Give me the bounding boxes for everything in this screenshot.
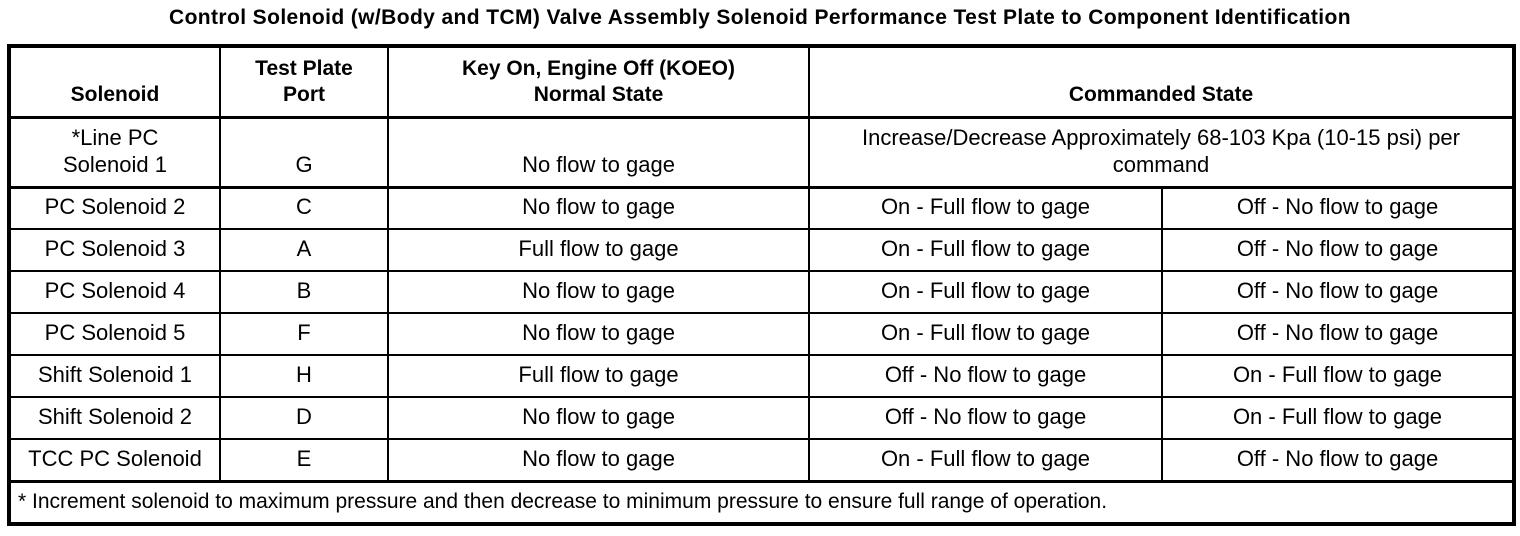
cell-solenoid: PC Solenoid 5 <box>8 312 221 356</box>
cell-test-plate-port: A <box>219 228 389 272</box>
cell-commanded-left: Off - No flow to gage <box>808 396 1163 440</box>
cell-commanded-merged: Increase/Decrease Approximately 68-103 K… <box>808 116 1515 189</box>
cell-commanded-left: On - Full flow to gage <box>808 312 1163 356</box>
cell-test-plate-port: D <box>219 396 389 440</box>
cell-solenoid: TCC PC Solenoid <box>8 438 221 482</box>
cell-commanded-left: On - Full flow to gage <box>808 438 1163 482</box>
page-title: Control Solenoid (w/Body and TCM) Valve … <box>169 6 1351 29</box>
cell-commanded-right: Off - No flow to gage <box>1161 270 1515 314</box>
cell-normal-state: No flow to gage <box>387 312 810 356</box>
cell-commanded-left: Off - No flow to gage <box>808 354 1163 398</box>
cell-solenoid: Shift Solenoid 1 <box>8 354 221 398</box>
cell-test-plate-port: E <box>219 438 389 482</box>
cell-normal-state: No flow to gage <box>387 186 810 230</box>
cell-solenoid: PC Solenoid 4 <box>8 270 221 314</box>
cell-normal-state: No flow to gage <box>387 270 810 314</box>
cell-test-plate-port: H <box>219 354 389 398</box>
cell-commanded-right: On - Full flow to gage <box>1161 354 1515 398</box>
cell-commanded-right: On - Full flow to gage <box>1161 396 1515 440</box>
cell-test-plate-port: F <box>219 312 389 356</box>
cell-commanded-right: Off - No flow to gage <box>1161 312 1515 356</box>
cell-solenoid: Shift Solenoid 2 <box>8 396 221 440</box>
cell-test-plate-port: B <box>219 270 389 314</box>
cell-solenoid: PC Solenoid 2 <box>8 186 221 230</box>
header-solenoid: Solenoid <box>8 45 221 119</box>
table-row: PC Solenoid 2 C No flow to gage On - Ful… <box>8 186 1515 230</box>
header-commanded-state: Commanded State <box>808 45 1515 119</box>
header-koeo-normal-state: Key On, Engine Off (KOEO) Normal State <box>387 45 810 119</box>
table-row: PC Solenoid 3 A Full flow to gage On - F… <box>8 228 1515 272</box>
solenoid-performance-table: Solenoid Test Plate Port Key On, Engine … <box>7 44 1516 526</box>
cell-solenoid: PC Solenoid 3 <box>8 228 221 272</box>
header-row: Solenoid Test Plate Port Key On, Engine … <box>8 45 1515 119</box>
footnote: * Increment solenoid to maximum pressure… <box>8 479 1515 525</box>
table-row: TCC PC Solenoid E No flow to gage On - F… <box>8 438 1515 482</box>
cell-test-plate-port: G <box>219 116 389 189</box>
cell-commanded-right: Off - No flow to gage <box>1161 228 1515 272</box>
table-row: Shift Solenoid 1 H Full flow to gage Off… <box>8 354 1515 398</box>
cell-commanded-right: Off - No flow to gage <box>1161 186 1515 230</box>
cell-normal-state: No flow to gage <box>387 438 810 482</box>
cell-commanded-right: Off - No flow to gage <box>1161 438 1515 482</box>
table-row: PC Solenoid 4 B No flow to gage On - Ful… <box>8 270 1515 314</box>
cell-commanded-left: On - Full flow to gage <box>808 186 1163 230</box>
footnote-row: * Increment solenoid to maximum pressure… <box>8 479 1515 525</box>
cell-normal-state: No flow to gage <box>387 396 810 440</box>
table-row: PC Solenoid 5 F No flow to gage On - Ful… <box>8 312 1515 356</box>
cell-test-plate-port: C <box>219 186 389 230</box>
header-test-plate-port: Test Plate Port <box>219 45 389 119</box>
cell-commanded-left: On - Full flow to gage <box>808 228 1163 272</box>
cell-normal-state: Full flow to gage <box>387 354 810 398</box>
cell-normal-state: Full flow to gage <box>387 228 810 272</box>
cell-normal-state: No flow to gage <box>387 116 810 189</box>
cell-commanded-left: On - Full flow to gage <box>808 270 1163 314</box>
table-row: Shift Solenoid 2 D No flow to gage Off -… <box>8 396 1515 440</box>
table-row: *Line PC Solenoid 1 G No flow to gage In… <box>8 116 1515 189</box>
cell-solenoid: *Line PC Solenoid 1 <box>8 116 221 189</box>
